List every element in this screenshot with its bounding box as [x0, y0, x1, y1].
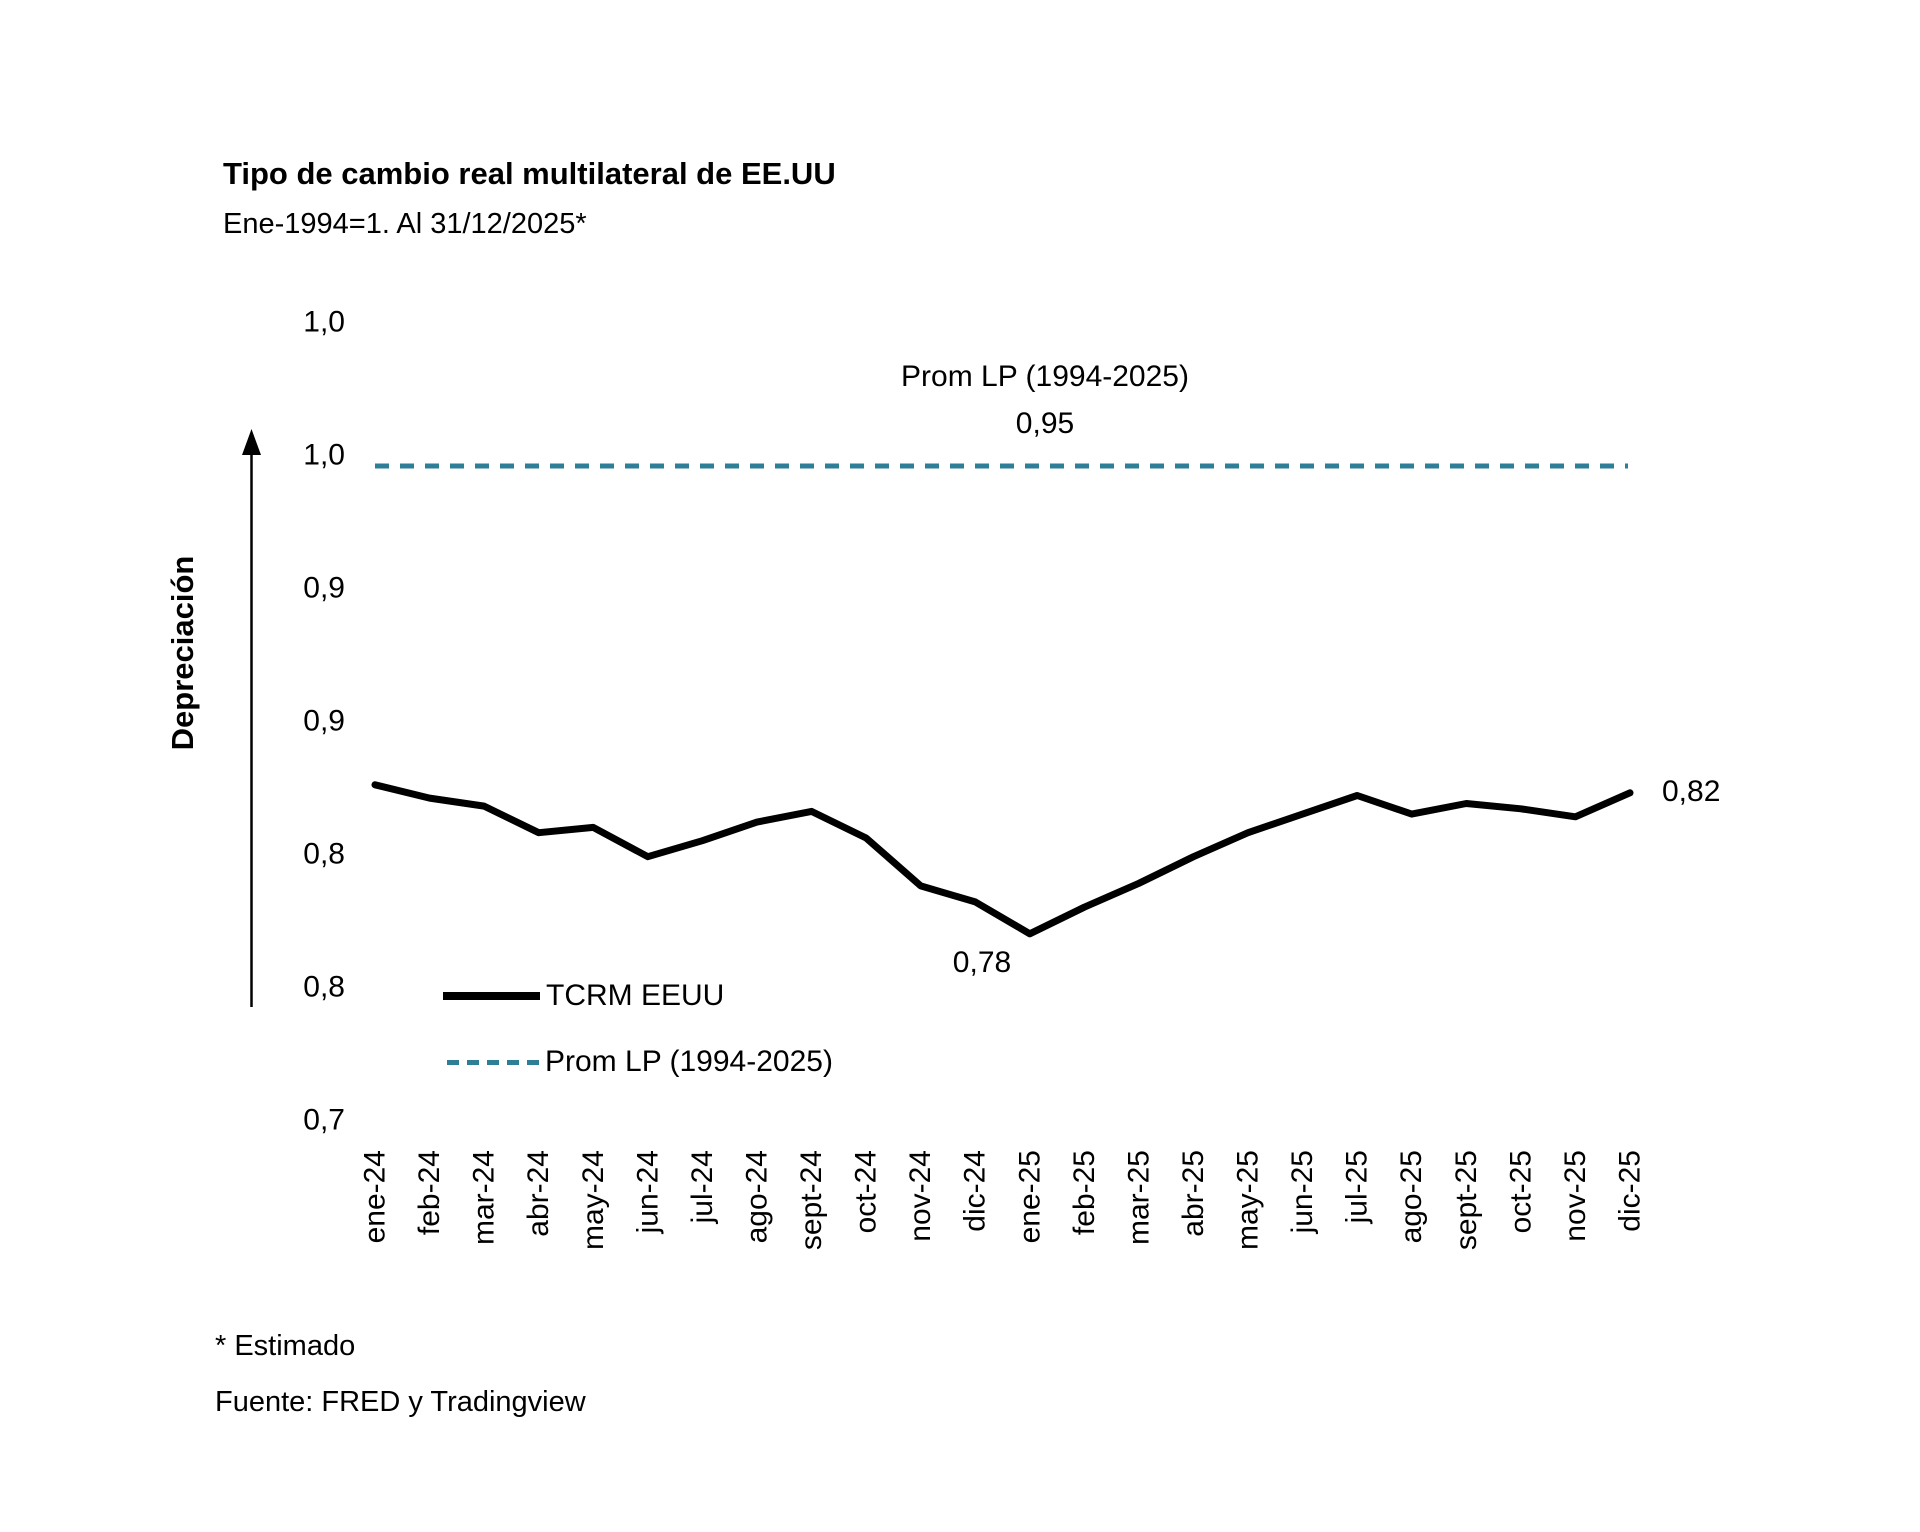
x-axis-tick-label: feb-24: [413, 1150, 446, 1235]
y-axis-tick-label: 0,9: [303, 572, 345, 605]
x-axis-tick-label: ago-25: [1395, 1150, 1428, 1243]
x-axis-tick-label: nov-24: [904, 1150, 937, 1242]
legend-solid-line-swatch: [443, 992, 540, 1000]
y-axis-tick-label: 0,8: [303, 971, 345, 1004]
y-axis-tick-label: 1,0: [303, 306, 345, 339]
x-axis-tick-label: mar-25: [1122, 1150, 1155, 1245]
x-axis-tick-label: may-25: [1232, 1150, 1265, 1250]
x-axis-tick-label: may-24: [577, 1150, 610, 1250]
x-axis-tick-label: mar-24: [468, 1150, 501, 1245]
x-axis-tick-label: nov-25: [1559, 1150, 1592, 1242]
y-axis-tick-label: 0,7: [303, 1104, 345, 1137]
x-axis-tick-label: sept-24: [795, 1150, 828, 1250]
x-axis-tick-label: oct-24: [850, 1150, 883, 1233]
x-axis-tick-label: abr-24: [522, 1150, 555, 1237]
x-axis-tick-label: jul-25: [1341, 1150, 1374, 1224]
legend-item-tcrm: TCRM EEUU: [443, 979, 725, 1012]
x-axis-tick-label: ene-24: [359, 1150, 392, 1243]
x-axis-tick-label: jun-25: [1286, 1150, 1319, 1234]
footnote-source: Fuente: FRED y Tradingview: [215, 1386, 586, 1418]
y-axis-arrow-head: [242, 429, 261, 455]
x-axis-tick-label: oct-25: [1504, 1150, 1537, 1233]
x-axis-tick-label: ene-25: [1013, 1150, 1046, 1243]
x-axis-tick-label: jun-24: [631, 1150, 664, 1234]
x-axis-tick-label: sept-25: [1450, 1150, 1483, 1250]
y-axis-tick-label: 0,8: [303, 838, 345, 871]
x-axis-tick-label: jul-24: [686, 1150, 719, 1224]
average-line-value: 0,95: [1015, 407, 1075, 440]
y-axis-tick-label: 0,9: [303, 705, 345, 738]
x-axis-tick-label: dic-25: [1614, 1150, 1647, 1232]
min-data-label: 0,78: [952, 946, 1012, 979]
legend-label-tcrm: TCRM EEUU: [546, 979, 725, 1012]
x-axis-tick-label: dic-24: [959, 1150, 992, 1232]
legend-item-prom-lp: Prom LP (1994-2025): [447, 1045, 833, 1078]
footnote-estimado: * Estimado: [215, 1330, 356, 1362]
last-data-label: 0,82: [1662, 775, 1721, 808]
legend-dashed-line-swatch: [447, 1059, 539, 1065]
chart-subtitle: Ene-1994=1. Al 31/12/2025*: [223, 208, 587, 240]
x-axis-tick-label: abr-25: [1177, 1150, 1210, 1237]
y-axis-title: Depreciación: [165, 555, 200, 751]
x-axis-tick-label: ago-24: [741, 1150, 774, 1243]
tcrm-series-line: [371, 781, 1634, 938]
chart-title: Tipo de cambio real multilateral de EE.U…: [223, 156, 836, 191]
x-axis-tick-label: feb-25: [1068, 1150, 1101, 1235]
y-axis-tick-label: 1,0: [303, 439, 345, 472]
average-line-title: Prom LP (1994-2025): [901, 360, 1189, 393]
legend-label-prom-lp: Prom LP (1994-2025): [545, 1045, 833, 1078]
